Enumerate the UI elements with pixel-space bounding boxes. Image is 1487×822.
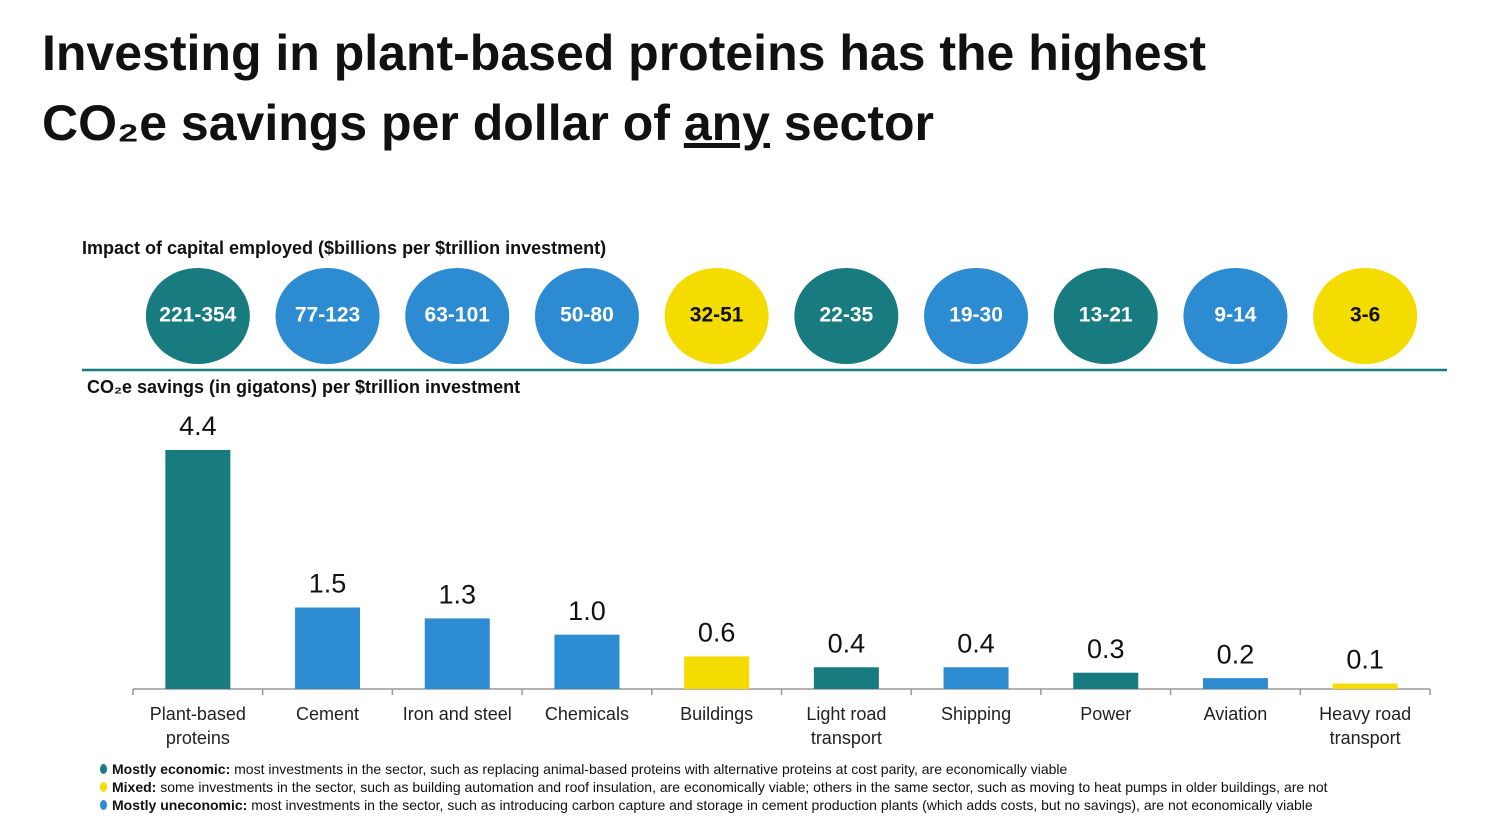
x-tick-label: Light road transport [806, 704, 887, 748]
capital-label: 19-30 [949, 304, 1003, 327]
capital-label: 32-51 [690, 304, 744, 327]
value-label: 4.4 [179, 411, 217, 441]
legend-item: Mixed: some investments in the sector, s… [100, 779, 1328, 795]
savings-label: CO₂e savings (in gigatons) per $trillion… [87, 377, 521, 397]
legend-text: most investments in the sector, such as … [230, 761, 1068, 777]
capital-bubble [1053, 268, 1158, 364]
x-tick-label: Buildings [680, 704, 754, 724]
capital-bubble [1313, 268, 1418, 364]
legend-text: some investments in the sector, such as … [156, 779, 1328, 795]
bar [554, 634, 620, 689]
x-tick-label: Cement [296, 704, 360, 724]
legend-label: Mixed: [112, 779, 157, 795]
capital-bubble [275, 268, 380, 364]
x-tick-label: Aviation [1203, 704, 1268, 724]
value-label: 0.4 [828, 628, 866, 658]
value-label: 0.3 [1087, 634, 1125, 664]
capital-bubble [664, 268, 769, 364]
bar [1332, 683, 1398, 689]
bar [813, 667, 879, 689]
capital-label: 22-35 [819, 304, 873, 327]
x-tick-label: Iron and steel [402, 704, 512, 724]
bar [1073, 672, 1139, 689]
capital-label: 63-101 [425, 304, 491, 327]
legend-dot [100, 782, 107, 792]
capital-bubble [405, 268, 510, 364]
value-label: 0.2 [1217, 639, 1255, 669]
capital-label: Impact of capital employed ($billions pe… [82, 238, 607, 258]
title-emphasis: any [683, 95, 770, 151]
value-label: 0.1 [1346, 645, 1384, 675]
bar [1202, 678, 1268, 689]
bar [424, 618, 490, 689]
legend-item: Mostly uneconomic: most investments in t… [100, 797, 1313, 813]
value-label: 1.5 [309, 569, 347, 599]
capital-label: 50-80 [560, 304, 614, 327]
capital-bubble [534, 268, 639, 364]
capital-label: 221-354 [159, 304, 236, 327]
title-part: sector [770, 95, 934, 151]
bar [295, 607, 361, 689]
bar [943, 667, 1009, 689]
capital-bubble [924, 268, 1029, 364]
bar [165, 450, 231, 689]
capital-label: 13-21 [1079, 304, 1133, 327]
legend-label: Mostly uneconomic: [112, 797, 248, 813]
title-part: CO₂e savings per dollar of [42, 95, 684, 151]
capital-label: 9-14 [1214, 304, 1256, 327]
capital-bubble [794, 268, 899, 364]
title: Investing in plant-based proteins has th… [42, 25, 1207, 81]
legend-item: Mostly economic: most investments in the… [100, 761, 1067, 777]
capital-label: 77-123 [295, 304, 360, 327]
legend-dot [100, 764, 107, 774]
x-tick-label: Chemicals [544, 704, 629, 724]
legend-text: most investments in the sector, such as … [247, 797, 1313, 813]
x-tick-label: Plant-based proteins [149, 704, 246, 748]
capital-bubble [145, 268, 250, 364]
value-label: 0.4 [957, 628, 995, 658]
x-tick-label: Heavy road transport [1319, 704, 1412, 748]
value-label: 1.3 [438, 580, 476, 610]
x-tick-label: Power [1080, 704, 1132, 724]
legend-label: Mostly economic: [112, 761, 231, 777]
legend-dot [100, 800, 107, 810]
title-line-2: CO₂e savings per dollar of any sector [42, 94, 934, 152]
x-tick-label: Shipping [941, 704, 1012, 724]
bar [684, 656, 750, 689]
capital-bubble [1183, 268, 1288, 364]
capital-label: 3-6 [1350, 304, 1380, 327]
value-label: 0.6 [698, 618, 736, 648]
value-label: 1.0 [568, 596, 606, 626]
